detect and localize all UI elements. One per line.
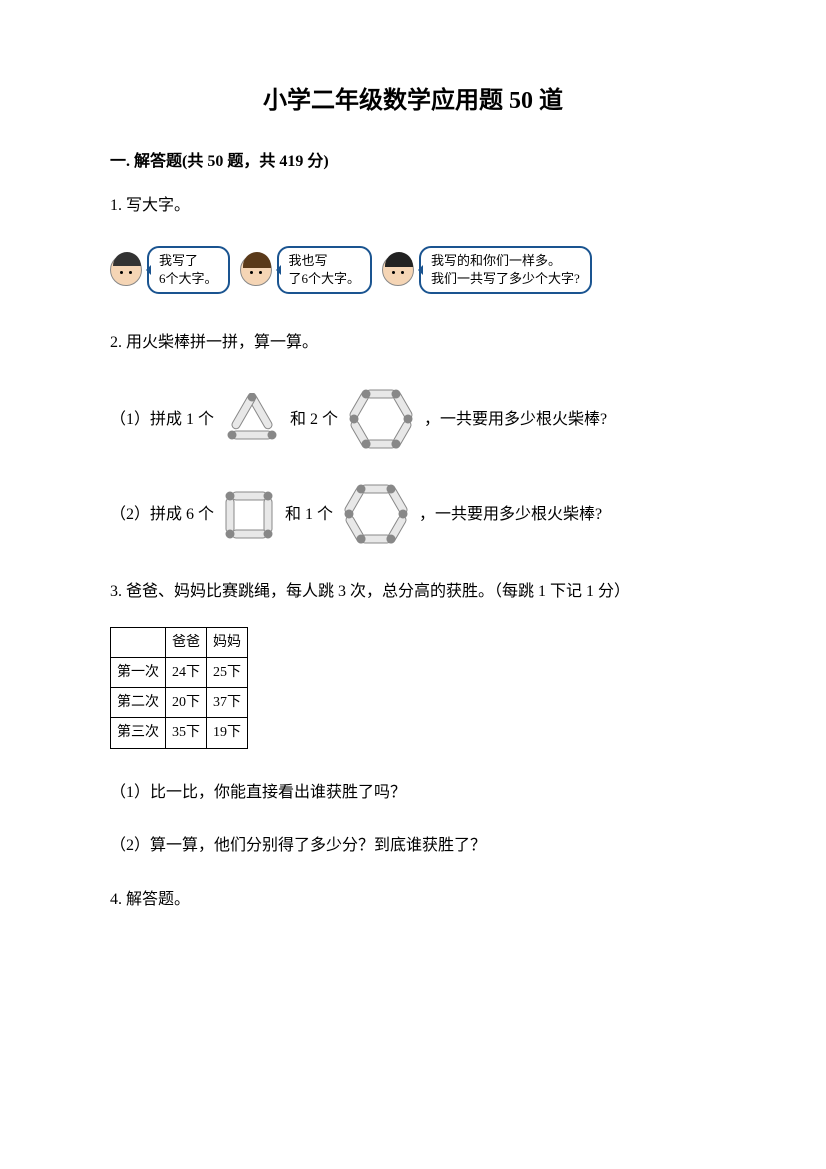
q2-sub1-text-b: 和 2 个 bbox=[290, 406, 338, 435]
table-cell: 19下 bbox=[207, 718, 248, 748]
person-2: 我也写 了6个大字。 bbox=[240, 246, 373, 294]
table-cell: 第三次 bbox=[111, 718, 166, 748]
table-cell: 第一次 bbox=[111, 657, 166, 687]
question-1: 1. 写大字。 我写了 6个大字。 我也写 了6个大字。 我写 bbox=[110, 192, 716, 294]
q1-text: 1. 写大字。 bbox=[110, 192, 716, 221]
table-row: 第二次 20下 37下 bbox=[111, 688, 248, 718]
q3-sub1: （1）比一比，你能直接看出谁获胜了吗？ bbox=[110, 779, 716, 808]
person-1: 我写了 6个大字。 bbox=[110, 246, 230, 294]
q2-sub2-text-c: ，一共要用多少根火柴棒? bbox=[419, 501, 602, 530]
q2-sub1-text-a: （1）拼成 1 个 bbox=[110, 406, 214, 435]
table-cell: 20下 bbox=[166, 688, 207, 718]
q2-sub1: （1）拼成 1 个 和 2 个 bbox=[110, 388, 716, 453]
speech-bubble-2: 我也写 了6个大字。 bbox=[277, 246, 373, 294]
table-cell: 35下 bbox=[166, 718, 207, 748]
triangle-icon bbox=[222, 393, 282, 448]
page-title: 小学二年级数学应用题 50 道 bbox=[110, 80, 716, 123]
table-cell: 25下 bbox=[207, 657, 248, 687]
face-icon bbox=[110, 254, 142, 286]
section-heading: 一. 解答题(共 50 题，共 419 分) bbox=[110, 148, 716, 177]
table-cell: 24下 bbox=[166, 657, 207, 687]
table-row: 爸爸 妈妈 bbox=[111, 627, 248, 657]
table-row: 第一次 24下 25下 bbox=[111, 657, 248, 687]
q2-sub2: （2）拼成 6 个 和 1 个 bbox=[110, 483, 716, 548]
square-icon bbox=[222, 488, 277, 543]
q2-sub2-text-a: （2）拼成 6 个 bbox=[110, 501, 214, 530]
score-table: 爸爸 妈妈 第一次 24下 25下 第二次 20下 37下 第三次 35下 19… bbox=[110, 627, 248, 749]
face-icon bbox=[382, 254, 414, 286]
table-cell: 第二次 bbox=[111, 688, 166, 718]
speech-bubble-3: 我写的和你们一样多。 我们一共写了多少个大字? bbox=[419, 246, 592, 294]
q3-text: 3. 爸爸、妈妈比赛跳绳，每人跳 3 次，总分高的获胜。（每跳 1 下记 1 分… bbox=[110, 578, 716, 607]
table-header: 妈妈 bbox=[207, 627, 248, 657]
face-icon bbox=[240, 254, 272, 286]
table-row: 第三次 35下 19下 bbox=[111, 718, 248, 748]
hexagon-icon bbox=[341, 483, 411, 548]
hexagon-icon bbox=[346, 388, 416, 453]
table-header: 爸爸 bbox=[166, 627, 207, 657]
q2-text: 2. 用火柴棒拼一拼，算一算。 bbox=[110, 329, 716, 358]
q3-sub2: （2）算一算，他们分别得了多少分？到底谁获胜了？ bbox=[110, 832, 716, 861]
person-3: 我写的和你们一样多。 我们一共写了多少个大字? bbox=[382, 246, 592, 294]
speech-bubble-1: 我写了 6个大字。 bbox=[147, 246, 230, 294]
question-4: 4. 解答题。 bbox=[110, 886, 716, 915]
q2-sub1-text-c: ，一共要用多少根火柴棒? bbox=[424, 406, 607, 435]
table-header bbox=[111, 627, 166, 657]
question-2: 2. 用火柴棒拼一拼，算一算。 （1）拼成 1 个 和 2 个 bbox=[110, 329, 716, 548]
q2-sub2-text-b: 和 1 个 bbox=[285, 501, 333, 530]
table-cell: 37下 bbox=[207, 688, 248, 718]
question-3: 3. 爸爸、妈妈比赛跳绳，每人跳 3 次，总分高的获胜。（每跳 1 下记 1 分… bbox=[110, 578, 716, 861]
speech-bubbles-row: 我写了 6个大字。 我也写 了6个大字。 我写的和你们一样多。 我们一共写了多少… bbox=[110, 246, 716, 294]
q4-text: 4. 解答题。 bbox=[110, 886, 716, 915]
